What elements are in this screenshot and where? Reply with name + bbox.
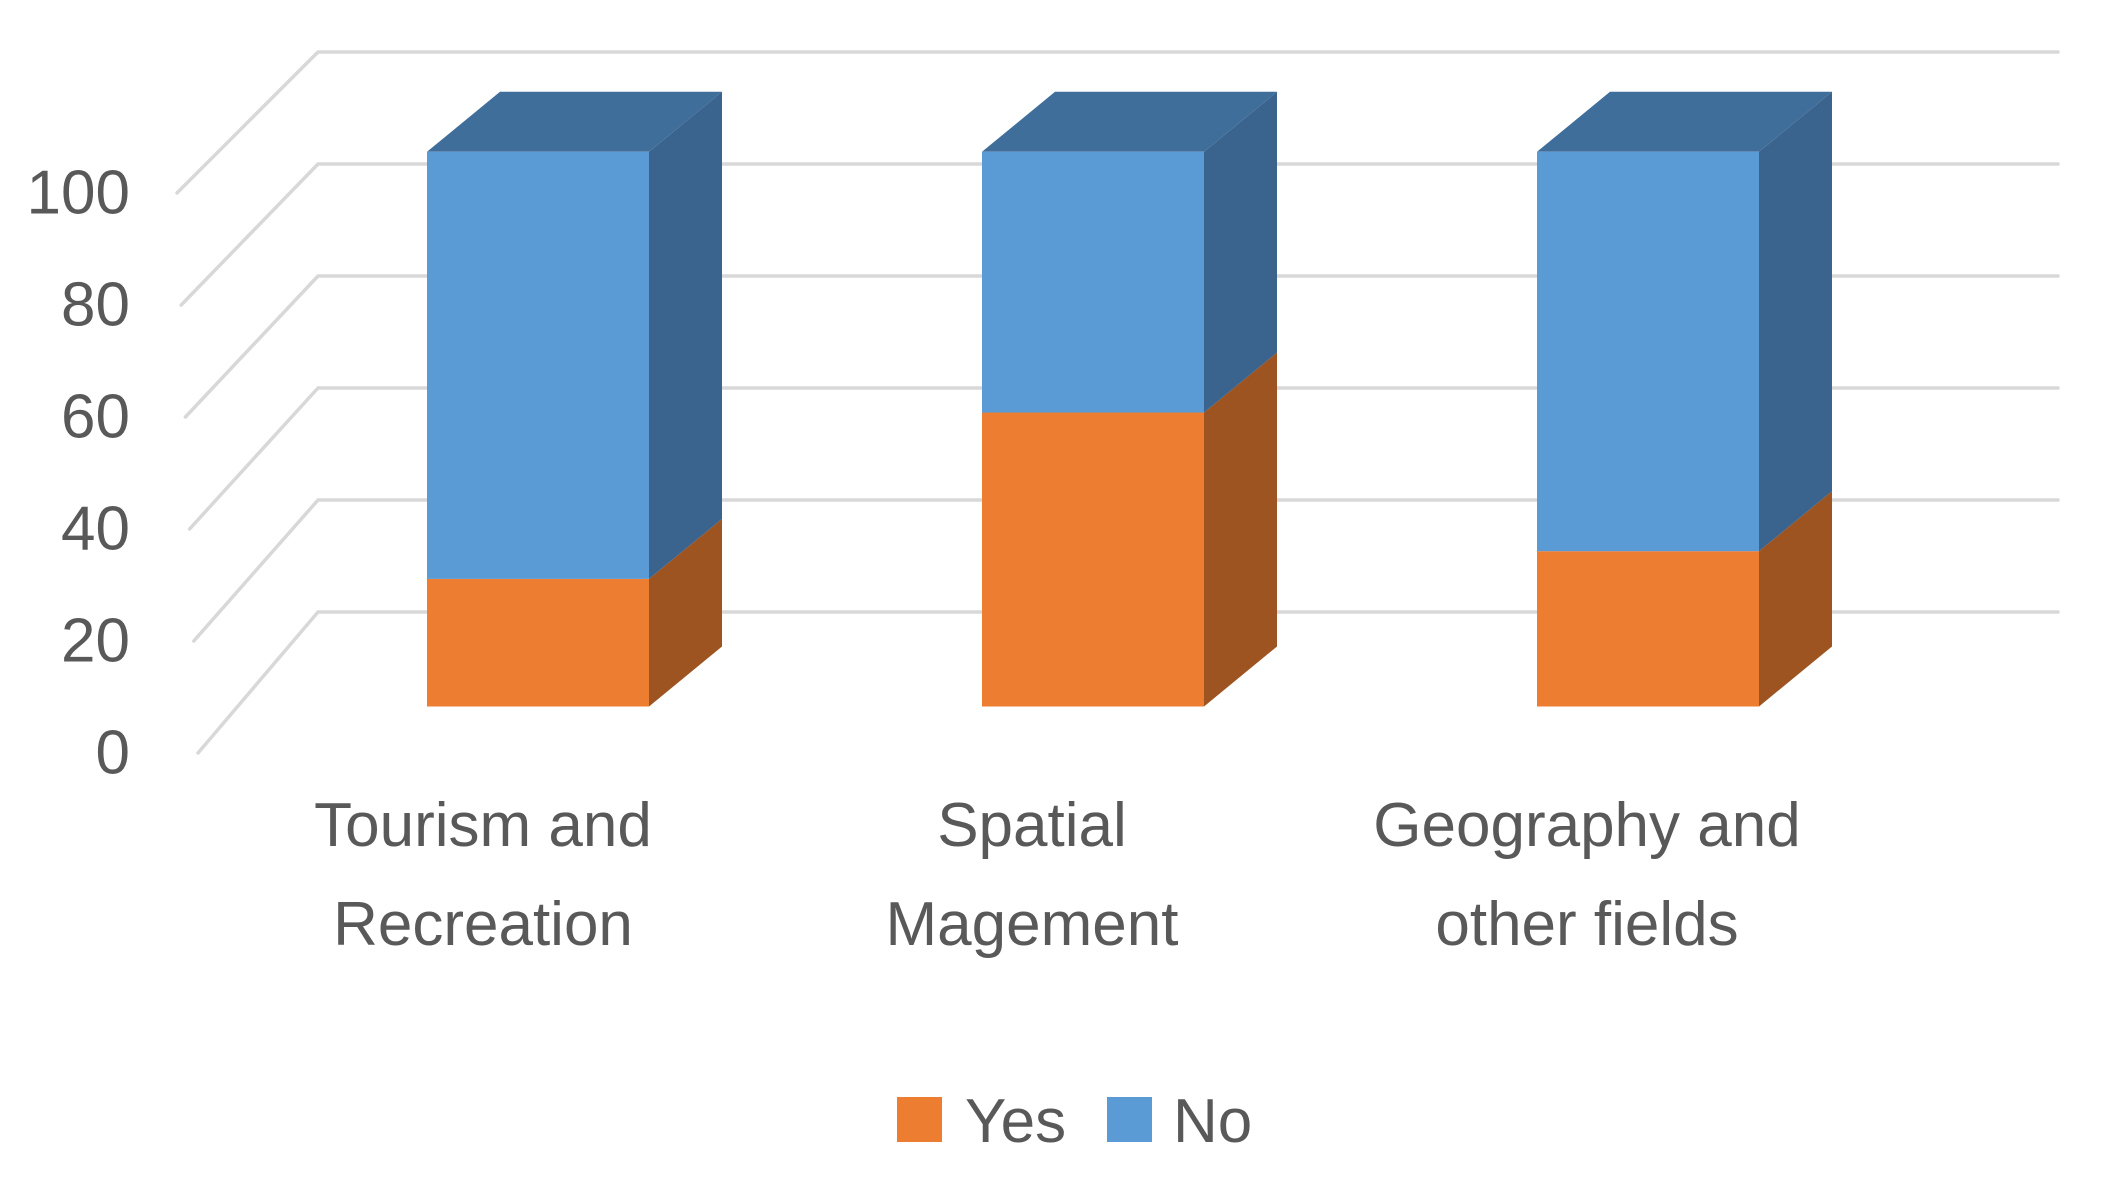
- ytick-label-0: 0: [96, 719, 130, 788]
- ytick-label-40: 40: [61, 495, 130, 564]
- ytick-label-20: 20: [61, 607, 130, 676]
- ytick-label-60: 60: [61, 383, 130, 452]
- ytick-label-80: 80: [61, 271, 130, 340]
- bar-spatial-magement-no-front: [982, 151, 1204, 413]
- bar-spatial-magement-yes-side: [1204, 352, 1277, 707]
- ytick-label-100: 100: [27, 159, 130, 228]
- bar-tourism-and-recreation-no-top: [427, 91, 722, 152]
- legend-swatch-no: [1107, 1097, 1152, 1142]
- gridline-80: [179, 162, 2060, 307]
- category-label-0: Tourism and Recreation: [314, 791, 652, 959]
- category-label-2: Geography and other fields: [1373, 791, 1800, 959]
- bar-geography-and-other-fields-no-side: [1759, 91, 1832, 552]
- gridline-60: [183, 274, 2060, 419]
- bar-geography-and-other-fields-yes-side: [1759, 491, 1832, 707]
- category-label-1: Spatial Magement: [886, 791, 1179, 959]
- bar-tourism-and-recreation-no-front: [427, 151, 649, 579]
- bar-tourism-and-recreation-yes-front: [427, 578, 649, 707]
- legend-swatch-yes: [897, 1097, 942, 1142]
- legend-label-no: No: [1173, 1087, 1252, 1156]
- bar-geography-and-other-fields-no-top: [1537, 91, 1832, 152]
- y-axis-tick-labels: 0 20 40 60 80 100: [27, 159, 130, 788]
- gridline-20: [192, 498, 2060, 643]
- bar-tourism-and-recreation-no-side: [649, 91, 722, 579]
- bar-geography-and-other-fields-no-front: [1537, 151, 1759, 552]
- bar-spatial-magement-yes-front: [982, 412, 1204, 707]
- bar-spatial-magement-no-side: [1204, 91, 1277, 413]
- gridline-100: [175, 50, 2060, 195]
- gridlines: [175, 50, 2060, 755]
- gridline-0: [196, 610, 2060, 755]
- legend-label-yes: Yes: [965, 1087, 1066, 1156]
- category-axis-labels: Tourism and Recreation Spatial Magement Geog…: [314, 791, 1801, 959]
- bar-spatial-magement-no-top: [982, 91, 1277, 152]
- legend: Yes No: [897, 1087, 1252, 1156]
- bar-geography-and-other-fields-yes-front: [1537, 551, 1759, 707]
- gridline-40: [187, 386, 2060, 531]
- bars: [427, 91, 1832, 707]
- bar-tourism-and-recreation-yes-side: [649, 518, 722, 707]
